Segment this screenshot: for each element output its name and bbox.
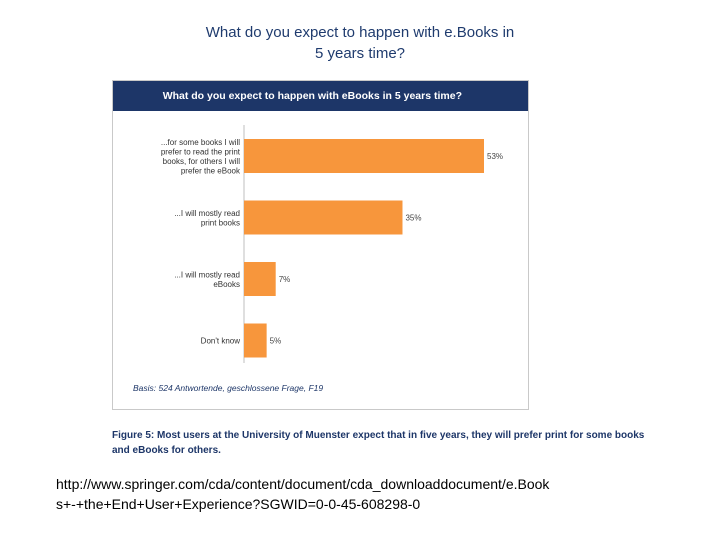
bar-value-label-2: 7% <box>279 275 291 284</box>
slide-title-line-1: What do you expect to happen with e.Book… <box>205 24 515 41</box>
source-url-line-1[interactable]: http://www.springer.com/cda/content/docu… <box>56 476 550 492</box>
bar-value-label-1: 35% <box>405 214 421 223</box>
category-label-3: Don't know <box>201 337 241 346</box>
bar-chart: 53% ...for some books I will prefer to rea… <box>161 125 503 363</box>
category-label-line: print books <box>201 218 240 227</box>
category-label-line: prefer to read the print <box>161 147 241 156</box>
slide-title-line-2: 5 years time? <box>314 45 406 62</box>
category-label-2: ...I will mostly read eBooks <box>174 270 240 289</box>
bar-2 <box>244 262 276 296</box>
category-label-line: prefer the eBook <box>181 166 241 175</box>
bar-3 <box>244 323 267 358</box>
category-label-1: ...I will mostly read print books <box>174 209 240 228</box>
chart-figure: What do you expect to happen with eBooks… <box>112 80 529 410</box>
category-label-line: ...I will mostly read <box>174 209 240 218</box>
source-url[interactable]: http://www.springer.com/cda/content/docu… <box>56 474 686 514</box>
category-label-line: Don't know <box>201 337 241 346</box>
bar-value-label-3: 5% <box>270 337 282 346</box>
category-label-line: books, for others I will <box>163 157 241 166</box>
chart-title: What do you expect to happen with eBooks… <box>113 81 528 111</box>
bar-0 <box>244 139 484 173</box>
chart-basis-note: Basis: 524 Antwortende, geschlossene Fra… <box>133 383 324 393</box>
slide-title: What do you expect to happen with e.Book… <box>160 22 560 64</box>
category-label-line: ...I will mostly read <box>174 270 240 279</box>
figure-caption: Figure 5: Most users at the University o… <box>112 430 645 456</box>
category-label-line: ...for some books I will <box>161 138 240 147</box>
bar-value-label-0: 53% <box>487 152 503 161</box>
category-label-0: ...for some books I will prefer to read t… <box>161 138 241 176</box>
bar-1 <box>244 200 403 235</box>
category-label-line: eBooks <box>213 280 240 289</box>
source-url-line-2[interactable]: s+-+the+End+User+Experience?SGWID=0-0-45… <box>56 496 421 512</box>
